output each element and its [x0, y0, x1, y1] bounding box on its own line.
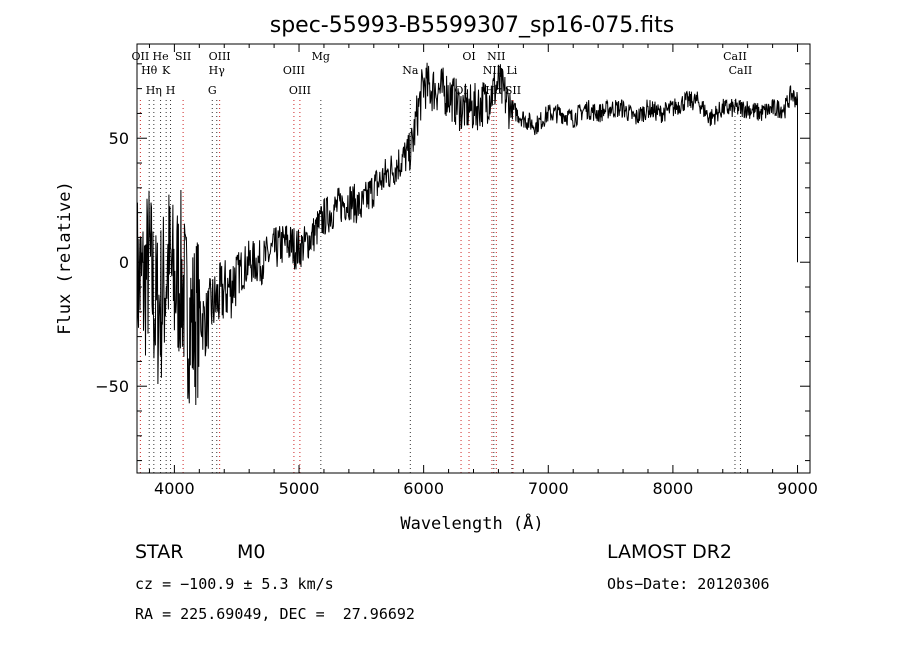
spectral-line-label: Li — [506, 64, 517, 77]
y-tick-label: 50 — [109, 129, 129, 148]
object-class: STAR — [135, 541, 184, 563]
chart-title: spec-55993-B5599307_sp16-075.fits — [270, 13, 675, 38]
x-axis-label: Wavelength (Å) — [400, 512, 543, 534]
y-axis-label: Flux (relative) — [55, 181, 75, 335]
spectral-line-label: Hγ — [209, 64, 226, 77]
spectral-line-markers: OIIHθHηHeKHSIIHγGOIIIOIIIOIIIMgNaOIOINII… — [132, 50, 753, 473]
spectral-line-label: CaII — [729, 64, 753, 77]
spectral-line-label: OIII — [289, 84, 311, 97]
spectral-line-label: Na — [402, 64, 419, 77]
observation-date: Obs−Date: 20120306 — [607, 575, 770, 593]
spectral-line-label: Hα — [485, 84, 503, 97]
spectral-line-label: K — [162, 64, 171, 77]
spectral-line-label: Hη — [146, 84, 162, 97]
y-tick-label: 0 — [119, 253, 129, 272]
spectral-line-label: OIII — [209, 50, 231, 63]
y-tick-label: −50 — [95, 377, 129, 396]
redshift-velocity: cz = −100.9 ± 5.3 km/s — [135, 575, 334, 593]
spectral-line-label: Mg — [312, 50, 330, 63]
spectral-line-label: He — [153, 50, 169, 63]
spectrum-line — [136, 62, 798, 406]
spectral-line-label: SII — [505, 84, 521, 97]
spectral-line-label: OIII — [283, 64, 305, 77]
spectral-line-label: Hθ — [141, 64, 158, 77]
spectral-line-label: NII — [487, 50, 505, 63]
x-tick-label: 6000 — [403, 479, 444, 498]
x-tick-label: 9000 — [777, 479, 818, 498]
spectral-line-label: G — [208, 84, 217, 97]
survey-name: LAMOST DR2 — [607, 541, 732, 563]
spectral-line-label: H — [166, 84, 176, 97]
x-tick-label: 4000 — [154, 479, 195, 498]
axis-ticks: 4000 5000 6000 7000 8000 9000 −50 0 50 — [95, 44, 818, 498]
coordinates: RA = 225.69049, DEC = 27.96692 — [135, 605, 415, 623]
spectral-line-label: SII — [175, 50, 191, 63]
x-tick-label: 5000 — [279, 479, 320, 498]
spectral-line-label: CaII — [723, 50, 747, 63]
x-tick-label: 7000 — [528, 479, 569, 498]
spectral-line-label: OII — [132, 50, 150, 63]
spectral-line-label: OI — [462, 50, 475, 63]
object-subclass: M0 — [237, 541, 266, 563]
spectral-line-label: NII — [483, 64, 501, 77]
x-tick-label: 8000 — [653, 479, 694, 498]
